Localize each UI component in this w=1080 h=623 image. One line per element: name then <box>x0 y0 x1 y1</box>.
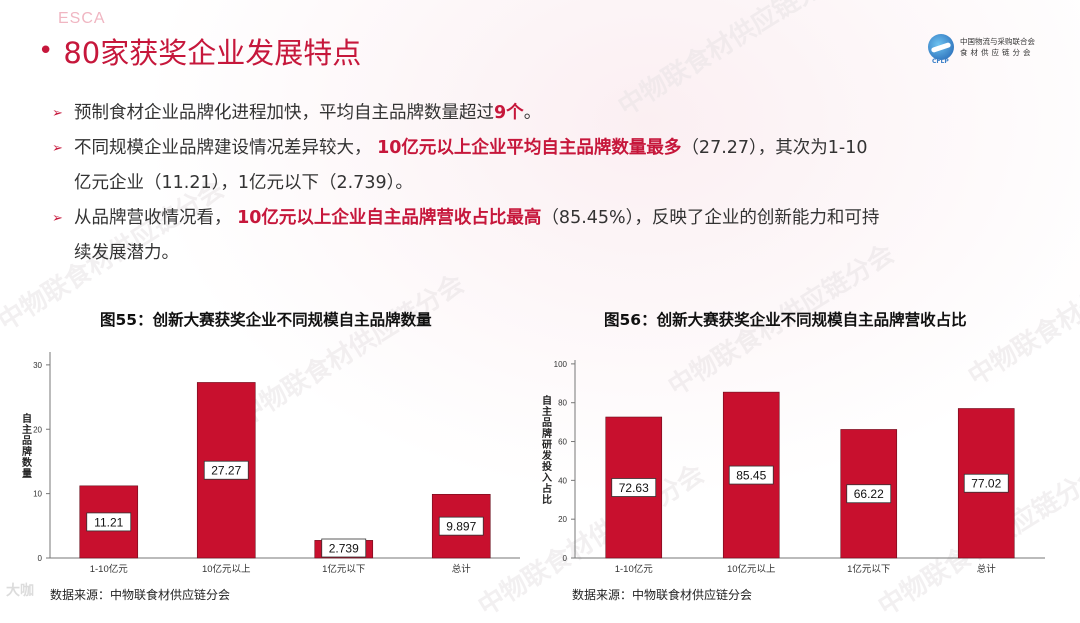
data-label: 9.897 <box>446 520 476 534</box>
bullet-list: ➢ 预制食材企业品牌化进程加快，平均自主品牌数量超过9个。 ➢ 不同规模企业品牌… <box>52 96 1042 271</box>
chart-title: 图55：创新大赛获奖企业不同规模自主品牌数量 <box>100 311 432 329</box>
data-label: 11.21 <box>94 515 123 529</box>
x-tick-label: 1-10亿元 <box>90 563 129 575</box>
arrow-icon: ➢ <box>52 141 63 156</box>
data-label-box <box>321 538 367 558</box>
data-label: 72.63 <box>619 481 649 495</box>
globe-icon <box>928 34 954 60</box>
chart-title: 图56：创新大赛获奖企业不同规模自主品牌营收占比 <box>604 311 967 329</box>
data-label: 85.45 <box>736 469 766 483</box>
y-axis-label: 自主品牌研发投入占比 <box>541 394 553 506</box>
data-label-box <box>86 512 132 532</box>
background-tint <box>0 0 1080 607</box>
data-label: 27.27 <box>211 464 241 478</box>
bullet-text: 。 <box>523 103 542 123</box>
data-label-box <box>846 484 892 504</box>
y-tick-label: 20 <box>558 515 567 524</box>
cflp-abbr: CFLP <box>932 58 949 65</box>
bullet-text: 预制食材企业品牌化进程加快，平均自主品牌数量超过 <box>74 103 494 123</box>
bullet-highlight: 10亿元以上企业自主品牌营收占比最高 <box>237 208 542 228</box>
data-label: 2.739 <box>329 542 359 556</box>
arrow-icon: ➢ <box>52 211 63 226</box>
x-tick-label: 10亿元以上 <box>727 563 776 575</box>
y-tick-label: 100 <box>554 360 568 369</box>
chart-brand-count: 0 10 20 30 自主品牌数量 11.21 1-10亿元 27.27 10亿元以上 2.739… <box>22 352 520 575</box>
bullet-highlight: 10亿元以上企业平均自主品牌数量最多 <box>377 138 682 158</box>
bullet-text: 亿元企业（11.21），1亿元以下（2.739）。 <box>74 173 413 193</box>
y-tick-label: 0 <box>563 554 568 563</box>
bullet-text: 从品牌营收情况看， <box>74 208 232 228</box>
title-row: • 80家获奖企业发展特点 <box>38 30 361 72</box>
title-bullet: • <box>38 36 54 66</box>
chart-revenue-share: 0 20 40 60 80 100 自主品牌研发投入占比 72.63 1-10亿元 85.45 10… <box>541 360 1045 575</box>
cflp-org-name: 中国物流与采购联合会 <box>960 37 1035 46</box>
data-label-box <box>611 478 657 497</box>
bullet-item: ➢ 从品牌营收情况看， 10亿元以上企业自主品牌营收占比最高（85.45%），反… <box>52 201 1042 271</box>
data-source: 数据来源：中物联食材供应链分会 <box>50 588 231 602</box>
esca-logo: ESCA <box>58 10 106 27</box>
data-label-box <box>728 465 774 485</box>
bottom-watermark-logo: 大咖 <box>6 583 34 599</box>
bullet-highlight: 9个 <box>494 103 524 123</box>
x-tick-label: 10亿元以上 <box>202 563 251 575</box>
cflp-logo: 中国物流与采购联合会 食材供应链分会 <box>928 34 1035 60</box>
bullet-text: （27.27），其次为1-10 <box>681 138 868 158</box>
data-label: 66.22 <box>854 487 884 501</box>
y-tick-label: 30 <box>33 361 42 370</box>
x-tick-label: 1亿元以下 <box>322 563 365 575</box>
data-label-box <box>963 473 1009 493</box>
bullet-item: ➢ 不同规模企业品牌建设情况差异较大， 10亿元以上企业平均自主品牌数量最多（2… <box>52 131 1042 201</box>
y-tick-label: 80 <box>558 399 567 408</box>
y-tick-label: 20 <box>33 425 42 434</box>
y-tick-label: 60 <box>558 438 567 447</box>
data-source: 数据来源：中物联食材供应链分会 <box>572 588 753 602</box>
bullet-text: （85.45%），反映了企业的创新能力和可持 <box>541 208 880 228</box>
x-tick-label: 1亿元以下 <box>847 563 890 575</box>
bullet-text: 不同规模企业品牌建设情况差异较大， <box>74 138 372 158</box>
y-axis-label: 自主品牌数量 <box>22 412 33 480</box>
page-title: 80家获奖企业发展特点 <box>63 36 362 70</box>
y-tick-label: 40 <box>558 476 567 485</box>
y-tick-label: 10 <box>33 490 42 499</box>
x-tick-label: 总计 <box>977 563 997 575</box>
data-label-box <box>438 516 484 536</box>
x-tick-label: 1-10亿元 <box>615 563 654 575</box>
x-tick-label: 总计 <box>452 563 472 575</box>
data-label: 77.02 <box>971 477 1001 491</box>
y-tick-label: 0 <box>38 554 43 563</box>
arrow-icon: ➢ <box>52 106 63 121</box>
data-label-box <box>203 460 249 480</box>
bullet-text: 续发展潜力。 <box>74 243 179 263</box>
cflp-branch-name: 食材供应链分会 <box>960 48 1034 57</box>
bullet-item: ➢ 预制食材企业品牌化进程加快，平均自主品牌数量超过9个。 <box>52 96 1042 131</box>
